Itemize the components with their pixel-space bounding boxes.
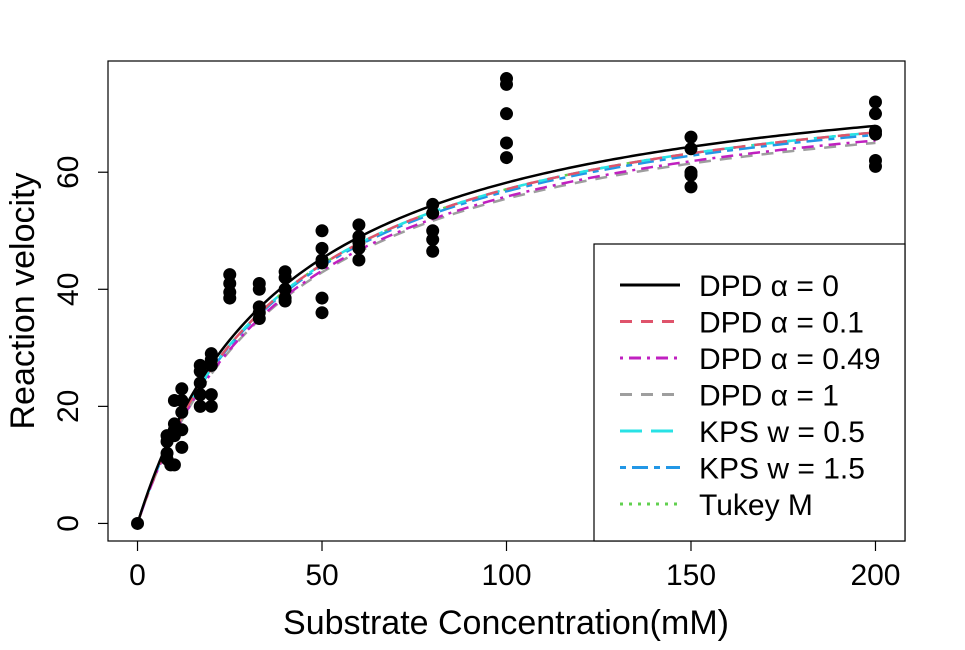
legend-label: KPS w = 0.5 (699, 416, 865, 449)
data-point (252, 282, 266, 296)
data-point (352, 218, 366, 232)
data-point (131, 516, 145, 530)
legend-label: DPD α = 0.1 (699, 307, 864, 340)
data-point (278, 271, 292, 285)
data-point (315, 306, 329, 320)
y-axis-title: Reaction velocity (4, 172, 42, 429)
data-point (315, 224, 329, 238)
x-axis: 0 50 100 150 200 (129, 540, 901, 592)
data-point (868, 159, 882, 173)
curve-kps-w-1-5 (136, 133, 876, 524)
data-point (204, 358, 218, 372)
data-point (684, 180, 698, 194)
data-point (315, 256, 329, 270)
x-tick-label: 150 (666, 559, 716, 592)
data-point (315, 241, 329, 255)
data-point (684, 130, 698, 144)
y-tick-label: 40 (52, 273, 85, 306)
y-tick-label: 60 (52, 156, 85, 189)
data-point (193, 399, 207, 413)
legend-box (593, 243, 906, 542)
data-point (500, 151, 513, 165)
legend-label: DPD α = 1 (699, 380, 839, 413)
data-point (175, 423, 189, 437)
data-point (868, 95, 882, 109)
data-point (193, 376, 207, 390)
data-point (868, 127, 882, 141)
data-point (500, 107, 513, 121)
data-point (175, 382, 189, 396)
curve-dpd-0-49 (136, 139, 876, 524)
legend-label: Tukey M (699, 489, 813, 522)
y-tick-label: 0 (52, 515, 85, 532)
data-point (223, 291, 237, 305)
data-point (167, 458, 181, 472)
data-point (278, 294, 292, 308)
data-point (315, 291, 329, 305)
data-point (175, 394, 189, 408)
data-point (175, 440, 189, 454)
curve-kps-w-0-5 (136, 131, 876, 524)
legend-label: DPD α = 0 (699, 270, 839, 303)
data-point (193, 364, 207, 378)
data-point (204, 399, 218, 413)
data-point (868, 107, 882, 121)
data-point (204, 388, 218, 402)
data-point (426, 206, 440, 220)
data-point (684, 168, 698, 182)
legend-label: KPS w = 1.5 (699, 453, 865, 486)
data-point (252, 312, 266, 326)
x-tick-label: 50 (305, 559, 338, 592)
data-point (426, 244, 440, 258)
data-point (193, 388, 207, 402)
data-point (684, 142, 698, 156)
data-points (131, 72, 882, 530)
y-axis: 0 20 40 60 (52, 156, 108, 532)
curve-dpd-0-1 (136, 131, 876, 524)
data-point (352, 241, 366, 255)
data-point (426, 233, 440, 247)
data-point (500, 136, 513, 150)
data-point (500, 77, 513, 91)
x-axis-title: Substrate Concentration(mM) (283, 604, 729, 642)
data-point (352, 253, 366, 267)
data-point (175, 405, 189, 419)
x-tick-label: 200 (850, 559, 900, 592)
y-tick-label: 20 (52, 390, 85, 423)
x-tick-label: 0 (129, 559, 146, 592)
legend-label: DPD α = 0.49 (699, 343, 881, 376)
x-tick-label: 100 (481, 559, 531, 592)
